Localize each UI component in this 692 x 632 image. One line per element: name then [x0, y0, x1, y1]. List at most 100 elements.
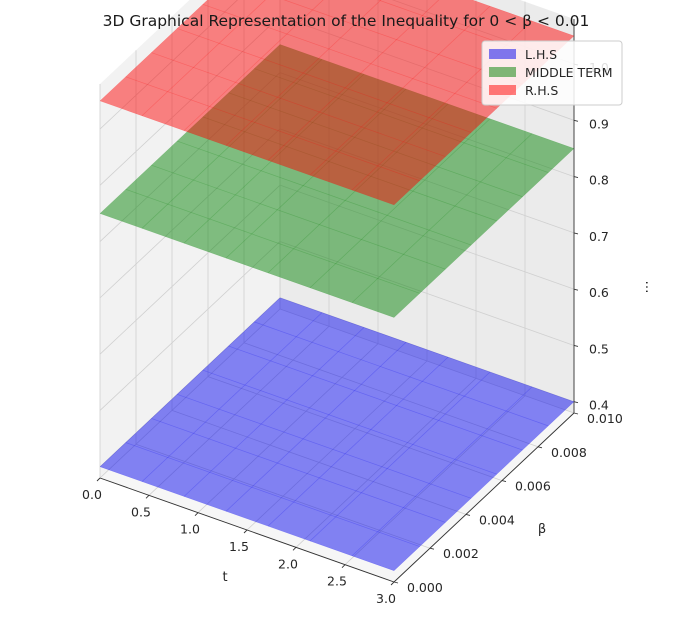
- x-tick-mark: [390, 581, 395, 586]
- y-axis-line: [393, 412, 575, 583]
- surface-plane: [99, 44, 575, 318]
- grid-line-y: [243, 342, 539, 448]
- chart-title: 3D Graphical Representation of the Inequ…: [103, 12, 590, 30]
- legend-frame: [481, 40, 623, 106]
- surface-0: [99, 297, 575, 571]
- legend-label: R.H.S: [525, 83, 558, 98]
- surface-mesh-line: [351, 133, 533, 303]
- z-tick-label: 0.4: [589, 398, 609, 413]
- grid-line-x: [197, 343, 379, 513]
- grid-lines: [99, 0, 575, 583]
- y-tick-mark: [393, 581, 399, 584]
- surface-mesh-line: [309, 371, 491, 542]
- surface-mesh-line: [202, 3, 497, 109]
- z-tick-label: 0.9: [589, 116, 609, 131]
- grid-line-z: [99, 128, 281, 299]
- surface-mesh-line: [125, 188, 420, 294]
- y-tick-label: 0.008: [551, 445, 587, 460]
- surface-mesh-line: [125, 76, 420, 182]
- grid-line-x: [295, 378, 477, 548]
- surface-mesh-line: [267, 0, 440, 161]
- z-tick-mark: [573, 176, 579, 179]
- surface-mesh-line: [202, 369, 497, 475]
- surface-mesh-line: [177, 140, 472, 246]
- surface-mesh-line: [125, 442, 420, 547]
- grid-line-z: [99, 0, 239, 130]
- surface-mesh-line: [141, 312, 323, 482]
- z-tick-mark: [573, 345, 579, 347]
- grid-line-z: [279, 241, 575, 346]
- y-tick-label: 0.010: [587, 411, 623, 426]
- surface-mesh-line: [267, 356, 449, 527]
- x-tick-label: 1.5: [229, 539, 249, 554]
- legend-label: L.H.S: [525, 47, 557, 62]
- surface-mesh-line: [177, 28, 472, 133]
- y-tick-label: 0.002: [443, 546, 479, 561]
- grid-line-z: [99, 241, 281, 411]
- grid-line-z: [279, 297, 575, 403]
- surface-mesh-line: [228, 92, 523, 198]
- surface-mesh-line: [183, 327, 365, 497]
- grid-line-z: [99, 297, 281, 468]
- grid-line-z: [99, 16, 281, 186]
- grid-line-y: [171, 410, 467, 515]
- grid-line-y: [279, 308, 575, 414]
- z-tick-mark: [573, 232, 579, 235]
- x-tick-mark: [194, 512, 199, 516]
- z-tick-mark: [573, 288, 579, 291]
- x-tick-mark: [145, 495, 150, 499]
- y-tick-mark: [465, 513, 471, 516]
- x-tick-mark: [96, 477, 101, 482]
- y-axis-label: β: [538, 522, 546, 537]
- surface-2: [99, 0, 575, 206]
- surface-mesh-line: [202, 116, 497, 222]
- surface-mesh-line: [228, 345, 523, 451]
- x-tick-label: 0.0: [82, 487, 102, 502]
- surface-mesh-line: [183, 73, 365, 244]
- legend-swatch: [489, 85, 516, 95]
- surface-mesh-line: [177, 393, 472, 499]
- grid-line-z: [99, 72, 281, 242]
- z-tick-label: 0.7: [589, 229, 609, 244]
- grid-line-y: [135, 443, 431, 549]
- x-tick-label: 2.5: [327, 574, 347, 589]
- surface-1: [99, 44, 575, 318]
- legend-swatch: [489, 67, 516, 77]
- x-tick-label: 3.0: [376, 591, 396, 606]
- surface-plane: [99, 297, 575, 571]
- grid-line-x: [148, 326, 330, 496]
- x-tick-mark: [341, 564, 346, 568]
- grid-line-x: [99, 308, 281, 479]
- x-tick-label: 1.0: [180, 522, 200, 537]
- x-tick-label: 2.0: [278, 556, 298, 571]
- surface-mesh-line: [225, 0, 382, 146]
- surface-mesh-line: [141, 0, 266, 116]
- surface-mesh-line: [309, 5, 491, 176]
- z-tick-label: 0.6: [589, 285, 609, 300]
- surface-plane: [99, 0, 575, 206]
- x-tick-mark: [243, 529, 248, 534]
- x-tick-mark: [292, 547, 297, 551]
- surface-mesh-line: [254, 321, 549, 427]
- grid-line-x: [246, 360, 428, 531]
- surface-mesh-line: [141, 59, 323, 229]
- z-axis-label: …: [642, 281, 657, 294]
- surface-mesh-line: [267, 103, 449, 274]
- grid-line-z: [279, 72, 575, 177]
- z-tick-label: 0.8: [589, 173, 609, 188]
- surface-mesh-line: [351, 386, 533, 557]
- grid-line-x: [344, 395, 526, 565]
- surface-mesh-line: [225, 342, 407, 512]
- surface-mesh-line: [254, 68, 549, 173]
- y-tick-label: 0.000: [407, 580, 443, 595]
- y-tick-label: 0.006: [515, 479, 551, 494]
- grid-line-z: [279, 128, 575, 234]
- z-tick-label: 0.5: [589, 341, 609, 356]
- x-tick-label: 0.5: [131, 504, 151, 519]
- z-tick-mark: [573, 401, 579, 404]
- x-axis-label: t: [222, 570, 227, 585]
- y-tick-mark: [501, 480, 507, 483]
- surface-mesh-line: [151, 52, 446, 157]
- surface-mesh-line: [183, 0, 324, 131]
